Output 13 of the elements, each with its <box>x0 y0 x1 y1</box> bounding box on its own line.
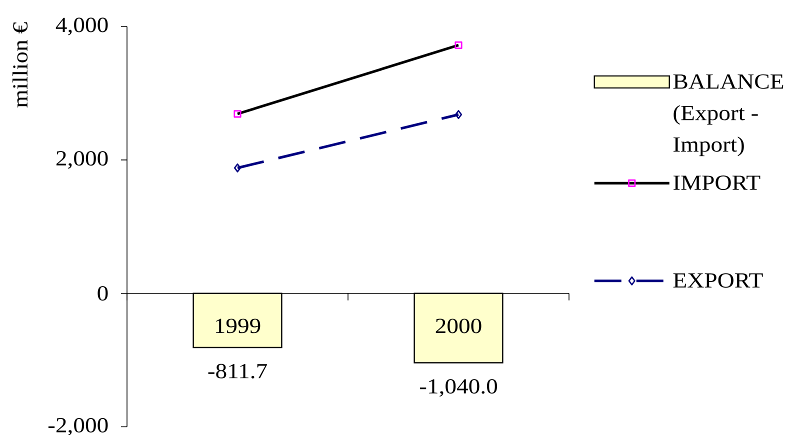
legend-label: IMPORT <box>674 176 760 190</box>
x-tick-label: 2000 <box>436 318 482 334</box>
data-label: -1,040.0 <box>420 379 498 397</box>
legend-label: BALANCE (Export - Import) <box>673 74 784 156</box>
legend-label: EXPORT <box>673 273 763 288</box>
y-tick-label: 2,000 <box>56 151 108 169</box>
y-tick-label: 4,000 <box>56 18 108 36</box>
y-tick-label: 0 <box>98 286 108 301</box>
data-label: -811.7 <box>208 364 267 378</box>
x-tick-label: 1999 <box>216 318 260 334</box>
point <box>454 110 462 120</box>
point <box>234 163 242 172</box>
y-axis-title: million € <box>12 22 28 108</box>
